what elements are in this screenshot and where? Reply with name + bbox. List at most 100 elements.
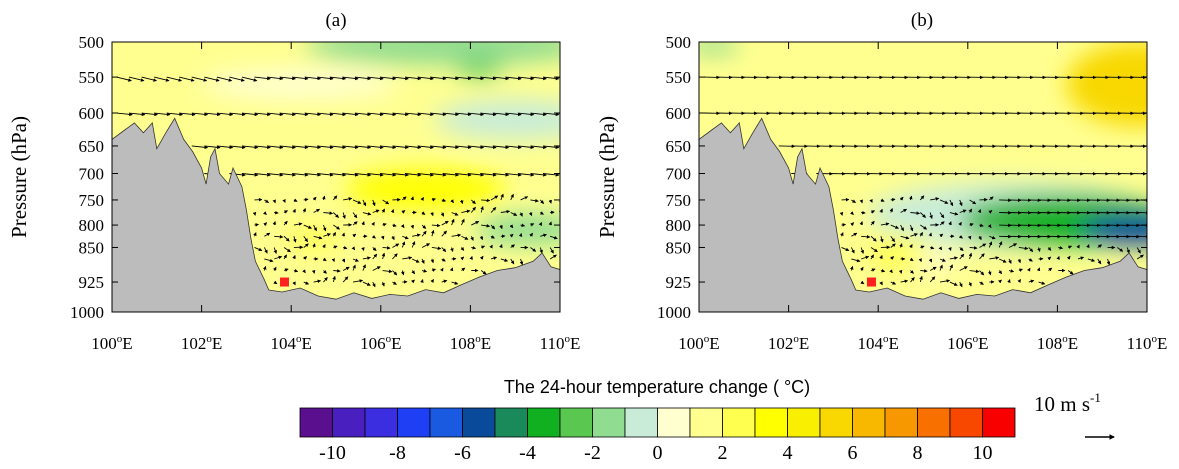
wind-vector: [317, 112, 334, 117]
wind-vector: [851, 258, 861, 263]
y-tick-label: 925: [79, 273, 105, 292]
wind-vector: [329, 173, 347, 177]
wind-vector: [402, 256, 413, 260]
wind-vector: [352, 199, 362, 204]
wind-vector: [264, 232, 271, 237]
colorbar-swatch: [592, 407, 626, 438]
wind-vector: [1146, 247, 1147, 248]
y-tick-label: 750: [79, 191, 105, 210]
wind-vector: [517, 173, 535, 177]
wind-vector: [910, 233, 918, 237]
wind-vector: [354, 112, 372, 117]
wind-vector: [959, 247, 964, 251]
wind-vector: [998, 279, 1002, 284]
wind-vector: [998, 241, 1003, 248]
wind-vector: [969, 269, 980, 274]
wind-vector: [461, 218, 465, 226]
wind-vector: [441, 258, 446, 262]
wind-vector: [451, 233, 462, 238]
terrain: [112, 117, 560, 312]
wind-vector: [379, 76, 397, 81]
wind-vector: [293, 236, 297, 243]
anomaly-patch: [456, 63, 502, 78]
wind-vector: [470, 206, 476, 213]
wind-vector: [967, 235, 972, 240]
wind-vector: [352, 221, 358, 226]
wind-vector: [352, 212, 358, 219]
wind-vector: [880, 236, 884, 243]
wind-vector: [292, 208, 296, 213]
wind-vector: [442, 145, 459, 150]
wind-vector: [959, 199, 963, 207]
wind-vector: [411, 279, 415, 284]
wind-vector: [920, 224, 928, 230]
anomaly-patch: [1079, 213, 1147, 246]
wind-vector: [382, 199, 390, 205]
wind-vector: [392, 281, 397, 285]
wind-vector: [392, 173, 409, 177]
wind-vector: [890, 256, 895, 260]
wind-vector: [191, 76, 208, 82]
wind-vector: [450, 199, 454, 204]
wind-vector: [352, 279, 364, 283]
wind-vector: [455, 145, 472, 150]
wind-vector: [959, 209, 967, 213]
wind-vector: [1018, 246, 1029, 251]
wind-vector: [154, 76, 170, 82]
wind-vector: [959, 253, 965, 260]
colorbar-swatch: [917, 407, 951, 438]
wind-vector: [166, 76, 183, 82]
wind-vector: [839, 211, 844, 216]
wind-vector: [229, 145, 246, 150]
wind-vector: [241, 112, 259, 117]
wind-vector: [141, 76, 157, 82]
wind-vector: [441, 198, 447, 202]
wind-vector: [969, 199, 977, 205]
wind-vector: [1056, 255, 1060, 260]
wind-vector: [505, 173, 522, 177]
wind-vector: [254, 173, 271, 177]
colorbar-swatch: [364, 407, 398, 438]
wind-vector: [304, 145, 321, 150]
wind-vector: [870, 210, 876, 214]
wind-vector: [367, 145, 384, 150]
wind-vector: [492, 145, 510, 150]
y-axis: 500 550 600 650 700 750 800 850 925 1000: [657, 33, 1147, 322]
wind-vector: [559, 224, 560, 226]
wind-vector: [352, 264, 356, 271]
wind-vector: [461, 267, 466, 272]
wind-vector: [455, 76, 472, 81]
wind-vector: [959, 281, 963, 288]
wind-vector: [968, 252, 973, 260]
x-axis: 100oE 102oE 104oE 106oE 108oE 110oE: [678, 42, 1167, 353]
wind-vector: [500, 209, 511, 214]
y-tick-label: 650: [79, 137, 105, 156]
colorbar-swatch: [949, 407, 983, 438]
wind-vector: [929, 276, 936, 283]
wind-vector: [989, 256, 1000, 260]
wind-vector: [1136, 254, 1144, 260]
wind-vector: [1077, 256, 1085, 260]
colorbar-swatch: [494, 407, 528, 438]
colorbar-tick-label: 10: [973, 442, 993, 464]
wind-vector: [870, 220, 875, 226]
wind-vector: [283, 247, 291, 253]
colorbar-tick-label: 2: [718, 442, 728, 464]
wind-vector: [969, 246, 978, 250]
wind-vector: [442, 173, 459, 177]
wind-vector: [279, 76, 296, 81]
wind-vector: [939, 264, 943, 271]
wind-vector: [292, 76, 309, 81]
wind-vector: [390, 209, 395, 214]
wind-vector: [519, 258, 524, 266]
wind-vector: [304, 112, 321, 117]
colorbar-swatch: [689, 407, 723, 438]
wind-vector: [910, 211, 921, 215]
wind-vector: [379, 173, 397, 177]
wind-vector: [449, 267, 454, 272]
wind-vector: [302, 207, 306, 213]
colorbar-tick-label: -2: [584, 442, 601, 464]
wind-vector: [272, 199, 276, 204]
wind-vector: [411, 258, 420, 263]
